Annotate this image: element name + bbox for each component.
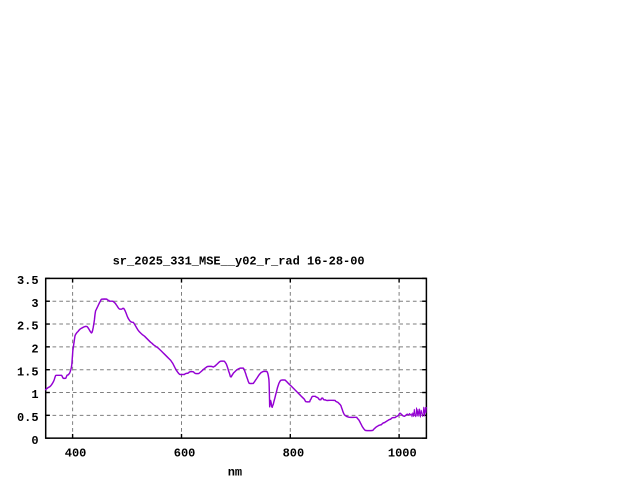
svg-text:600: 600 [174,446,196,460]
svg-text:2.5: 2.5 [17,320,39,334]
svg-text:nm: nm [228,465,242,479]
svg-text:sr_2025_331_MSE__y02_r_rad 16-: sr_2025_331_MSE__y02_r_rad 16-28-00 [113,254,365,268]
svg-text:0: 0 [31,434,38,448]
svg-text:1: 1 [31,388,38,402]
svg-text:2: 2 [31,343,38,357]
svg-text:3: 3 [31,297,38,311]
svg-text:400: 400 [65,446,87,460]
svg-text:1.5: 1.5 [17,365,39,379]
svg-text:800: 800 [283,446,305,460]
svg-text:0.5: 0.5 [17,411,39,425]
svg-text:3.5: 3.5 [17,274,39,288]
svg-text:1000: 1000 [388,446,417,460]
